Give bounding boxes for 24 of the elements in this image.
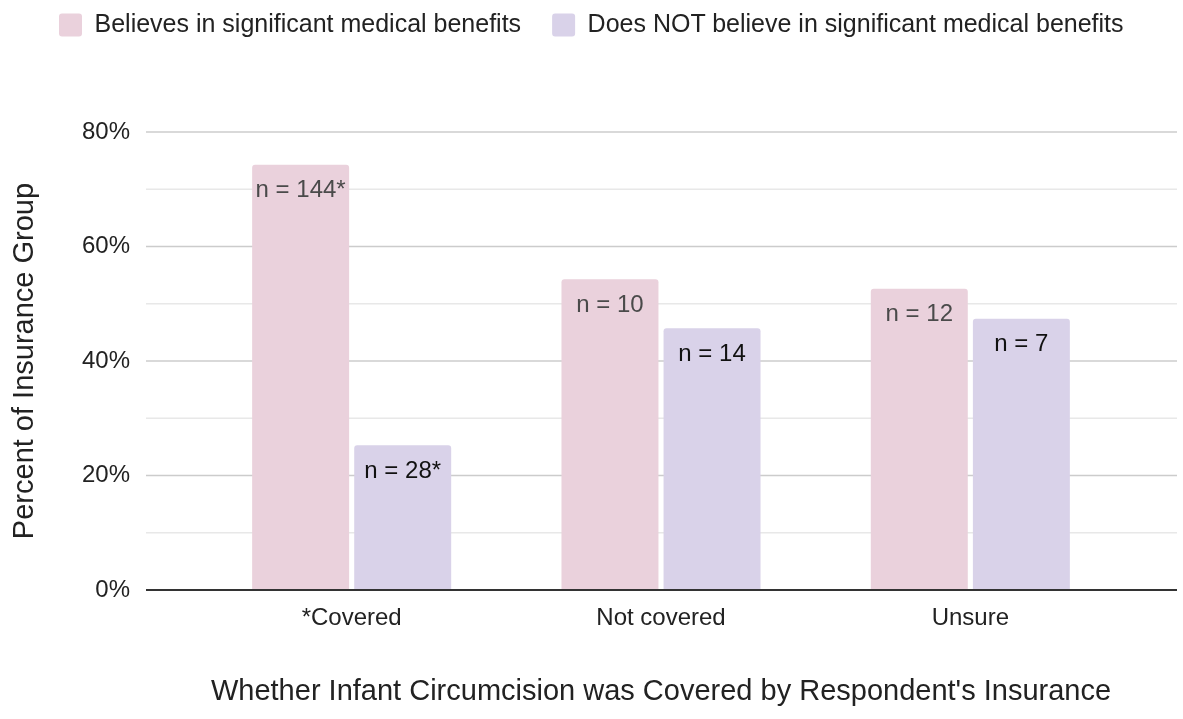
annotation: n = 14 [678,338,746,366]
y-tick-label: 60% [81,231,130,259]
y-tick-label: 40% [81,345,130,373]
annotation: n = 10 [576,289,644,317]
annotation: n = 144* [255,175,346,203]
bar [870,288,968,590]
bar [663,328,761,590]
x-tick-label: Unsure [931,603,1010,631]
x-axis-title: Whether Infant Circumcision was Covered by Respondent's Insurance [210,673,1112,706]
bar [972,318,1070,590]
y-tick-label: 20% [81,460,130,488]
y-tick-label: 80% [81,116,130,144]
legend-label: Believes in significant medical benefits [94,8,522,37]
annotation: n = 12 [885,299,953,327]
legend-label: Does NOT believe in significant medical benefits [587,8,1124,37]
bar [354,445,452,590]
x-tick-label: *Covered [301,603,402,631]
annotation: n = 28* [364,455,442,483]
bar [561,279,659,590]
y-axis-title: Percent of Insurance Group [7,182,40,540]
x-tick-label: Not covered [596,603,726,631]
annotation: n = 7 [994,329,1049,357]
bar [252,164,350,590]
y-tick-label: 0% [95,574,130,602]
